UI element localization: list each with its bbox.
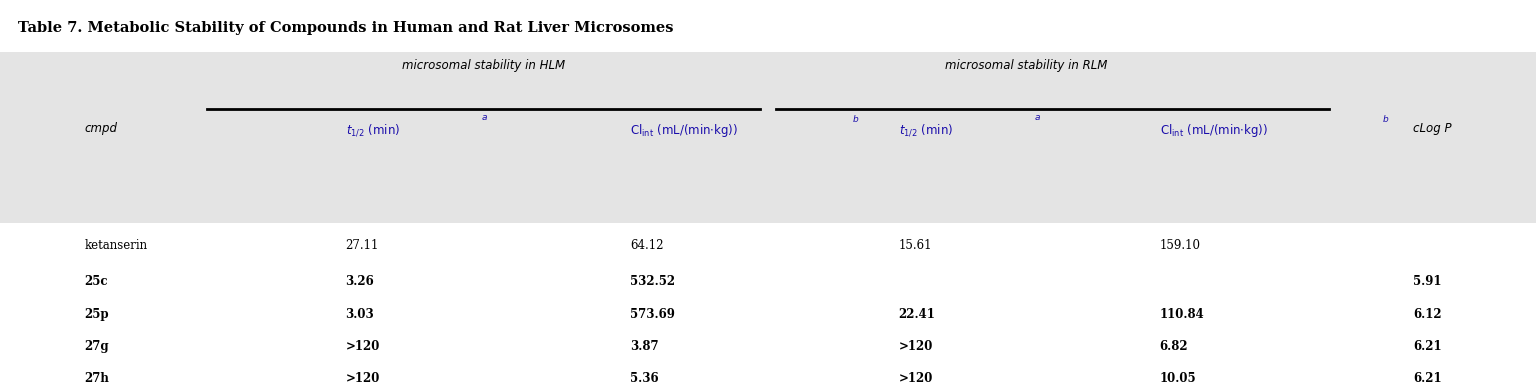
Text: cmpd: cmpd [84, 122, 117, 135]
Text: 22.41: 22.41 [899, 308, 935, 320]
Text: $t_{1/2}\ \mathrm{(min)}$: $t_{1/2}\ \mathrm{(min)}$ [346, 122, 399, 138]
Text: >120: >120 [346, 340, 379, 353]
Text: $b$: $b$ [852, 113, 860, 124]
Text: 6.82: 6.82 [1160, 340, 1189, 353]
Text: 25p: 25p [84, 308, 109, 320]
Text: >120: >120 [346, 372, 379, 382]
Text: microsomal stability in HLM: microsomal stability in HLM [402, 59, 565, 72]
Text: microsomal stability in RLM: microsomal stability in RLM [945, 59, 1107, 72]
Text: 3.87: 3.87 [630, 340, 659, 353]
Text: $t_{1/2}\ \mathrm{(min)}$: $t_{1/2}\ \mathrm{(min)}$ [899, 122, 952, 138]
Text: 6.21: 6.21 [1413, 372, 1442, 382]
Text: 110.84: 110.84 [1160, 308, 1204, 320]
Text: $\mathrm{Cl_{int}\ (mL/(min{\cdot}kg))}$: $\mathrm{Cl_{int}\ (mL/(min{\cdot}kg))}$ [630, 122, 737, 139]
Text: $\mathrm{Cl_{int}\ (mL/(min{\cdot}kg))}$: $\mathrm{Cl_{int}\ (mL/(min{\cdot}kg))}$ [1160, 122, 1267, 139]
Text: 159.10: 159.10 [1160, 239, 1201, 252]
Text: cLog P: cLog P [1413, 122, 1452, 135]
Text: 27g: 27g [84, 340, 109, 353]
Text: >120: >120 [899, 340, 932, 353]
Text: ketanserin: ketanserin [84, 239, 147, 252]
Text: 10.05: 10.05 [1160, 372, 1197, 382]
Text: 25c: 25c [84, 275, 108, 288]
Text: $b$: $b$ [1382, 113, 1390, 124]
Text: 3.26: 3.26 [346, 275, 375, 288]
Text: 15.61: 15.61 [899, 239, 932, 252]
Text: $a$: $a$ [481, 113, 488, 122]
Text: $a$: $a$ [1034, 113, 1041, 122]
Text: Table 7. Metabolic Stability of Compounds in Human and Rat Liver Microsomes: Table 7. Metabolic Stability of Compound… [18, 21, 674, 35]
Text: 27.11: 27.11 [346, 239, 379, 252]
Text: >120: >120 [899, 372, 932, 382]
Text: 6.21: 6.21 [1413, 340, 1442, 353]
Bar [0, 52, 1536, 223]
Text: 3.03: 3.03 [346, 308, 375, 320]
Text: 573.69: 573.69 [630, 308, 674, 320]
Text: 532.52: 532.52 [630, 275, 674, 288]
Text: 64.12: 64.12 [630, 239, 664, 252]
Text: 27h: 27h [84, 372, 109, 382]
Text: 5.91: 5.91 [1413, 275, 1442, 288]
Text: 5.36: 5.36 [630, 372, 659, 382]
Text: 6.12: 6.12 [1413, 308, 1442, 320]
